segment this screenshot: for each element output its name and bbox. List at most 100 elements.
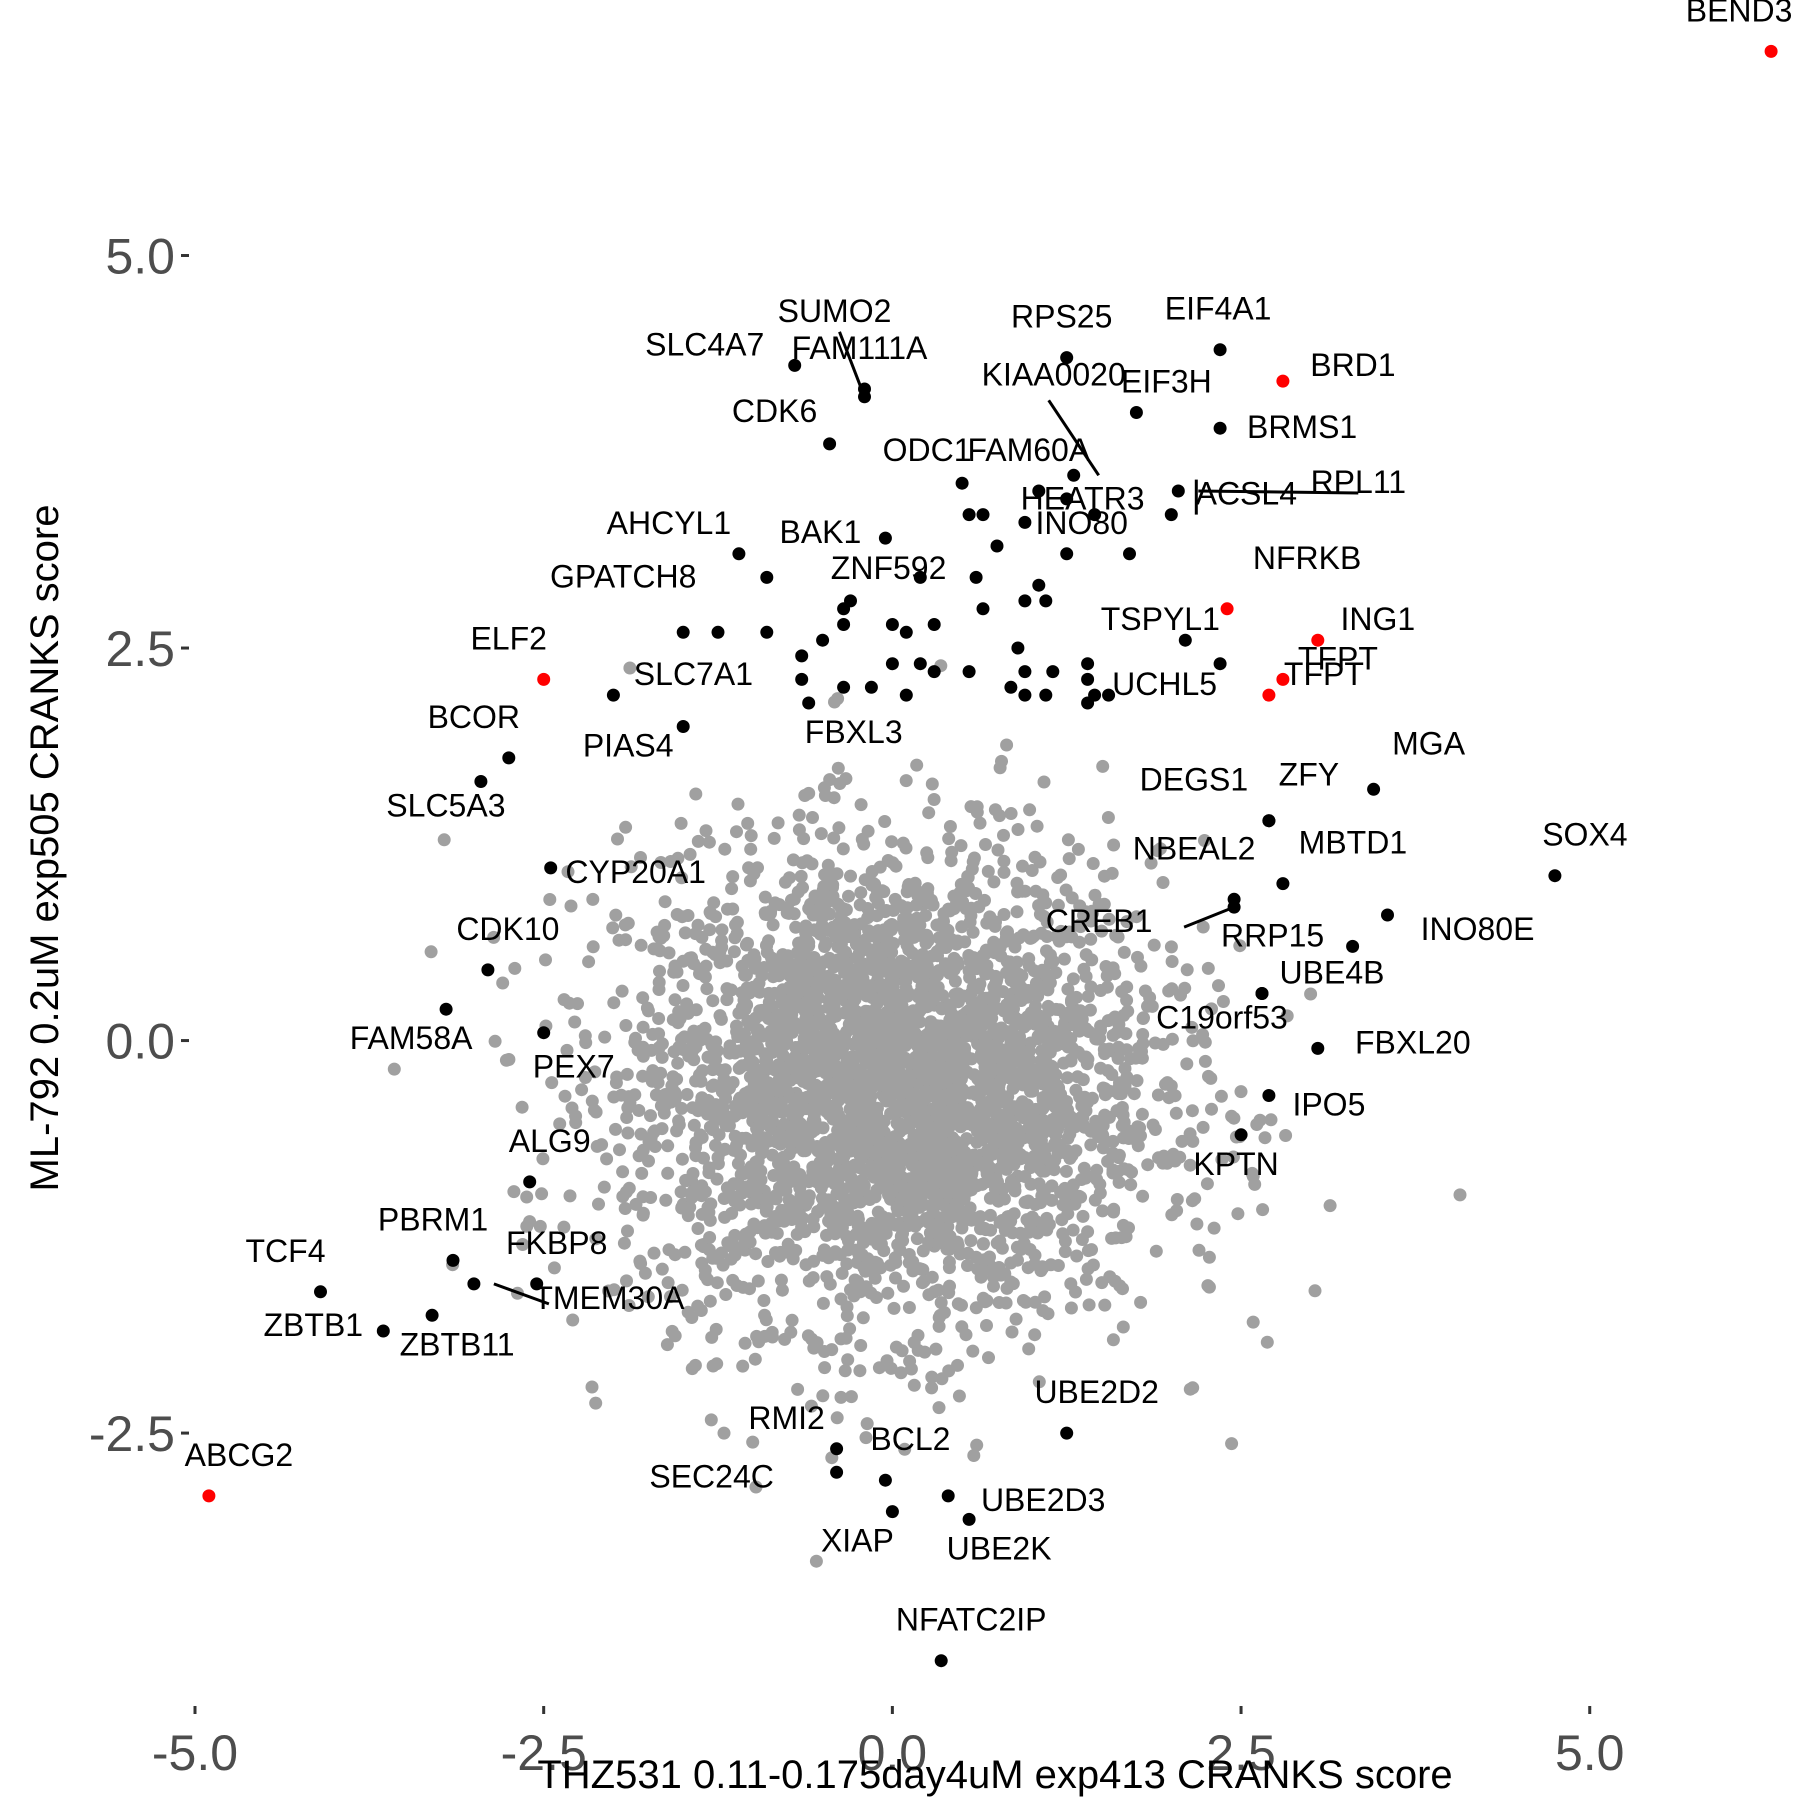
background-point [774, 1076, 788, 1090]
background-point [654, 856, 668, 869]
background-point [1129, 1051, 1143, 1065]
background-point [817, 970, 831, 983]
background-point [1215, 1153, 1229, 1166]
point-label-zfy: ZFY [1279, 757, 1339, 793]
background-point [702, 835, 716, 849]
background-point [611, 832, 624, 846]
background-point [688, 1358, 702, 1372]
background-point [675, 871, 689, 885]
background-point [970, 800, 984, 814]
x-tick-label: 5.0 [1555, 1725, 1625, 1781]
background-point [965, 1011, 979, 1025]
point-mga [1367, 782, 1381, 796]
background-point [741, 816, 755, 830]
background-point [765, 1216, 778, 1230]
background-point [1147, 938, 1161, 952]
background-point [915, 1148, 929, 1162]
point-tcf4 [314, 1285, 327, 1299]
background-point [516, 1238, 530, 1251]
background-point [1260, 1335, 1274, 1349]
background-point [706, 1359, 720, 1373]
background-point [844, 987, 858, 1001]
background-point [678, 926, 692, 940]
background-point [560, 1043, 574, 1057]
background-point [987, 1279, 1000, 1293]
background-point [1003, 955, 1017, 969]
background-point [621, 1224, 634, 1238]
background-point [1091, 1032, 1104, 1046]
background-point [1101, 811, 1115, 824]
background-point [660, 1338, 674, 1352]
point-pex7 [537, 1026, 551, 1040]
background-point [1233, 939, 1247, 953]
background-point [844, 1283, 857, 1297]
background-point [981, 1098, 995, 1112]
background-point [1304, 987, 1318, 1001]
background-point [933, 1125, 947, 1139]
background-point [674, 816, 688, 830]
background-point [592, 1197, 605, 1211]
background-point [863, 1193, 877, 1206]
background-point [728, 1240, 742, 1254]
background-point [1058, 1234, 1072, 1248]
background-point [1083, 1003, 1097, 1017]
point-label-ube2d3: UBE2D3 [981, 1482, 1106, 1518]
background-point [533, 1219, 547, 1233]
background-point [895, 1344, 909, 1358]
point-unlabeled [899, 625, 913, 639]
background-point [798, 1091, 811, 1105]
background-point [948, 974, 962, 988]
background-point [870, 1074, 884, 1088]
background-point [894, 1051, 907, 1065]
background-point [547, 1261, 561, 1275]
point-unlabeled [913, 657, 927, 671]
background-point [943, 820, 957, 833]
point-label-bak1: BAK1 [779, 514, 861, 550]
background-point [1059, 1164, 1073, 1178]
background-point [1148, 1036, 1162, 1050]
background-point [618, 1202, 632, 1215]
background-point [610, 1070, 624, 1084]
background-point [783, 1200, 797, 1213]
background-point [959, 1112, 973, 1126]
background-point [1061, 1207, 1075, 1221]
background-point [779, 1063, 793, 1077]
background-point [607, 1283, 621, 1297]
background-point [922, 1288, 936, 1302]
point-unlabeled [1081, 657, 1095, 671]
background-point [968, 1177, 982, 1191]
background-point [857, 1221, 871, 1235]
point-label-slc4a7: SLC4A7 [645, 326, 764, 362]
point-unlabeled [1102, 688, 1116, 702]
background-point [675, 1152, 689, 1166]
background-point [916, 1054, 930, 1068]
background-point [899, 774, 913, 788]
background-point [680, 1088, 694, 1101]
point-slc4a7 [788, 358, 802, 372]
background-point [751, 1085, 765, 1099]
background-point [1031, 1029, 1045, 1043]
background-point [1096, 759, 1110, 773]
point-label-odc1: ODC1 [883, 432, 972, 468]
point-unlabeled [1011, 641, 1025, 655]
background-point [1061, 982, 1075, 996]
background-point [902, 986, 916, 1000]
background-point [617, 1236, 631, 1250]
y-axis: -2.5 0.0 2.5 5.0 [89, 229, 189, 1462]
background-point [979, 967, 993, 981]
background-point [1165, 955, 1179, 968]
point-fbxl20 [1311, 1041, 1325, 1055]
background-point [817, 781, 831, 795]
point-unlabeled [913, 570, 927, 584]
background-point [853, 898, 867, 912]
background-point [1250, 1118, 1264, 1131]
background-point [1025, 983, 1039, 997]
point-elf2 [537, 672, 551, 686]
background-point [990, 1236, 1004, 1250]
point-label-cyp20a1: CYP20A1 [565, 854, 706, 890]
background-point [687, 957, 701, 971]
background-point [655, 1050, 669, 1064]
point-rpl11 [1171, 484, 1185, 498]
background-point [920, 959, 934, 973]
background-point [842, 889, 855, 903]
